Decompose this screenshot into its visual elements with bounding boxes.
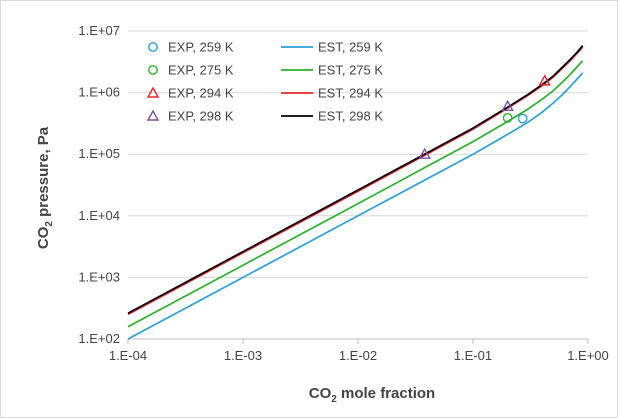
series-line-est-275-k xyxy=(127,60,584,328)
legend-marker-exp-294-k xyxy=(146,86,160,98)
data-point-exp-298-k xyxy=(501,99,514,111)
legend-label-exp-275-k: EXP, 275 K xyxy=(168,63,234,78)
legend-marker-exp-259-k xyxy=(148,42,158,52)
legend-marker-exp-275-k xyxy=(148,65,158,75)
legend-label-est-298-k: EST, 298 K xyxy=(318,109,383,124)
x-tick-label: 1.E-04 xyxy=(109,348,147,363)
data-point-exp-294-k xyxy=(538,74,551,86)
x-tick-label: 1.E-02 xyxy=(339,348,377,363)
legend-label-est-259-k: EST, 259 K xyxy=(318,40,383,55)
y-tick-label: 1.E+05 xyxy=(78,146,120,161)
legend-label-exp-259-k: EXP, 259 K xyxy=(168,40,234,55)
x-tick-label: 1.E+00 xyxy=(567,348,609,363)
legend-label-est-275-k: EST, 275 K xyxy=(318,63,383,78)
x-tick-label: 1.E-01 xyxy=(454,348,492,363)
x-tick-label: 1.E-03 xyxy=(224,348,262,363)
x-axis-ticks: 1.E-04 1.E-03 1.E-02 1.E-01 1.E+00 xyxy=(109,348,609,363)
legend-label-exp-294-k: EXP, 294 K xyxy=(168,86,234,101)
series-line-est-259-k xyxy=(127,72,584,340)
plot-area xyxy=(127,45,584,340)
y-axis-title: CO2 pressure, Pa xyxy=(35,126,55,249)
legend-marker-exp-298-k xyxy=(146,109,160,121)
y-tick-label: 1.E+06 xyxy=(78,85,120,100)
legend-label-exp-298-k: EXP, 298 K xyxy=(168,109,234,124)
y-tick-label: 1.E+02 xyxy=(78,331,120,346)
y-tick-label: 1.E+04 xyxy=(78,208,120,223)
x-axis-title: CO2 mole fraction xyxy=(309,385,435,405)
y-tick-label: 1.E+07 xyxy=(78,23,120,38)
y-tick-label: 1.E+03 xyxy=(78,269,120,284)
data-point-exp-275-k xyxy=(502,112,513,123)
series-line-est-298-k xyxy=(127,45,584,314)
data-point-exp-259-k xyxy=(517,113,528,124)
legend-label-est-294-k: EST, 294 K xyxy=(318,86,383,101)
data-point-exp-298-k xyxy=(418,147,431,159)
legend: EXP, 259 K EXP, 275 K EXP, 294 K EXP, 298 K… xyxy=(146,40,383,124)
y-axis-ticks: 1.E+02 1.E+03 1.E+04 1.E+05 1.E+06 1.E+07 xyxy=(78,23,120,346)
grid xyxy=(127,30,589,344)
